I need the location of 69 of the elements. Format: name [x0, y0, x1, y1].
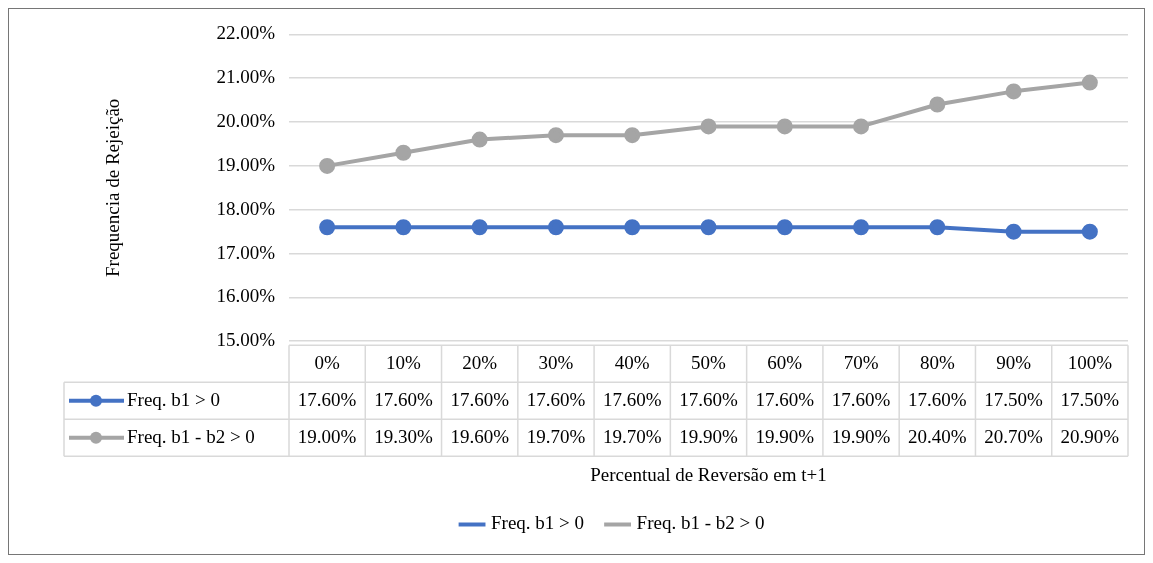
data-label: 17.50%	[984, 388, 1044, 410]
point	[1081, 74, 1098, 91]
data-label: 17.60%	[831, 388, 891, 410]
data-label: 17.50%	[1060, 388, 1120, 410]
point	[547, 219, 564, 236]
point	[1005, 223, 1022, 240]
point	[624, 127, 641, 144]
point	[929, 96, 946, 113]
point	[395, 219, 412, 236]
point	[929, 219, 946, 236]
y-tick-label: 22.00%	[216, 22, 276, 44]
data-label: 19.30%	[374, 425, 433, 447]
data-label: 19.90%	[679, 425, 738, 447]
data-label: 17.60%	[297, 388, 357, 410]
point	[853, 219, 870, 236]
x-tick-label: 40%	[614, 351, 650, 373]
legend-label: Freq. b1 - b2 > 0	[127, 425, 255, 447]
x-tick-label: 80%	[919, 351, 955, 373]
data-label: 17.60%	[602, 388, 662, 410]
data-label: 19.90%	[755, 425, 815, 447]
x-tick-label: 0%	[314, 351, 340, 373]
y-tick-label: 15.00%	[216, 329, 276, 351]
point	[776, 219, 793, 236]
data-label: 20.70%	[984, 425, 1044, 447]
y-tick-label: 16.00%	[216, 285, 276, 307]
data-label: 17.60%	[450, 388, 510, 410]
point	[471, 131, 488, 148]
data-label: 17.60%	[679, 388, 738, 410]
text: Freq. b1 - b2 > 0	[636, 512, 765, 534]
data-label: 17.60%	[526, 388, 586, 410]
x-tick-label: 50%	[691, 351, 727, 373]
legend-label: Freq. b1 > 0	[127, 388, 221, 410]
y-axis-title: Frequencia de Rejeição	[102, 98, 124, 277]
point	[776, 118, 793, 135]
y-tick-label: 18.00%	[216, 197, 276, 219]
data-label: 20.40%	[908, 425, 967, 447]
point	[700, 219, 717, 236]
x-tick-label: 60%	[767, 351, 803, 373]
point	[471, 219, 488, 236]
point	[395, 144, 412, 161]
data-label: 17.60%	[908, 388, 967, 410]
point	[700, 118, 717, 135]
point	[1005, 83, 1022, 100]
data-label: 19.60%	[450, 425, 510, 447]
x-tick-label: 30%	[538, 351, 574, 373]
point	[319, 219, 336, 236]
x-tick-label: 70%	[843, 351, 879, 373]
x-axis-title: Percentual de Reversão em t+1	[590, 463, 827, 485]
data-label: 19.90%	[831, 425, 891, 447]
point	[1081, 223, 1098, 240]
data-label: 19.00%	[297, 425, 357, 447]
point	[624, 219, 641, 236]
data-label: 19.70%	[526, 425, 586, 447]
x-tick-label: 90%	[996, 351, 1032, 373]
x-tick-label: 100%	[1067, 351, 1113, 373]
point	[319, 157, 336, 174]
data-label: 19.70%	[602, 425, 662, 447]
point	[853, 118, 870, 135]
x-tick-label: 20%	[462, 351, 498, 373]
data-label: 20.90%	[1060, 425, 1120, 447]
text: Freq. b1 > 0	[491, 512, 585, 534]
y-tick-label: 20.00%	[216, 110, 276, 132]
point	[547, 127, 564, 144]
data-label: 17.60%	[374, 388, 433, 410]
y-tick-label: 19.00%	[216, 153, 276, 175]
x-tick-label: 10%	[386, 351, 421, 373]
y-tick-label: 21.00%	[216, 66, 276, 88]
data-label: 17.60%	[755, 388, 815, 410]
y-tick-label: 17.00%	[216, 241, 276, 263]
